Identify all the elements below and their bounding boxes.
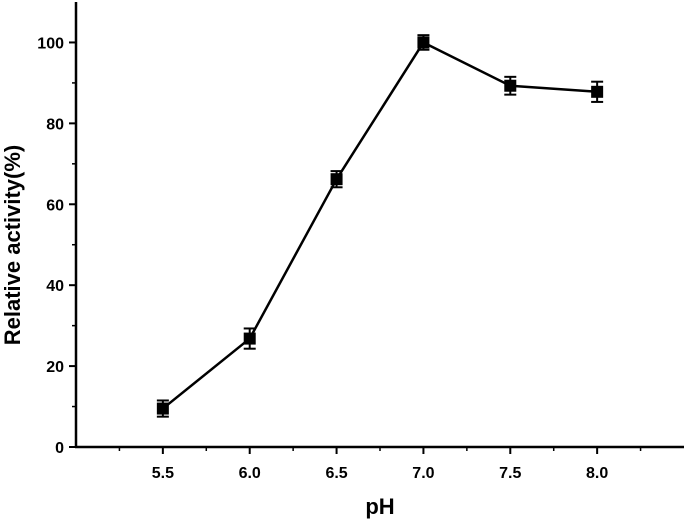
y-tick-label: 60	[46, 197, 64, 214]
data-point-marker	[591, 85, 604, 98]
y-tick-label: 0	[55, 440, 64, 457]
series-layer	[156, 34, 604, 418]
x-tick-label: 6.0	[239, 465, 261, 482]
x-tick-label: 7.0	[412, 465, 434, 482]
x-tick-label: 5.5	[152, 465, 174, 482]
x-tick-label: 7.5	[499, 465, 521, 482]
y-tick-label: 40	[46, 278, 64, 295]
x-axis-title: pH	[365, 494, 394, 519]
y-tick-label: 100	[37, 35, 64, 52]
data-point-marker	[504, 79, 517, 92]
data-point-marker	[417, 36, 430, 49]
axes	[74, 2, 684, 449]
y-tick-label: 20	[46, 359, 64, 376]
data-point-marker	[156, 402, 169, 415]
y-tick-label: 80	[46, 116, 64, 133]
x-axis-ticks: 5.5 6.0 6.5 7.0 7.5 8.0	[118, 447, 642, 482]
x-tick-label: 8.0	[586, 465, 608, 482]
series-line	[162, 41, 598, 410]
x-tick-label: 6.5	[325, 465, 347, 482]
y-axis-ticks: 0 20 40 60 80 100	[37, 35, 76, 457]
data-point-marker	[330, 173, 343, 186]
data-point-marker	[243, 332, 256, 345]
y-axis-title: Relative activity(%)	[0, 145, 25, 346]
